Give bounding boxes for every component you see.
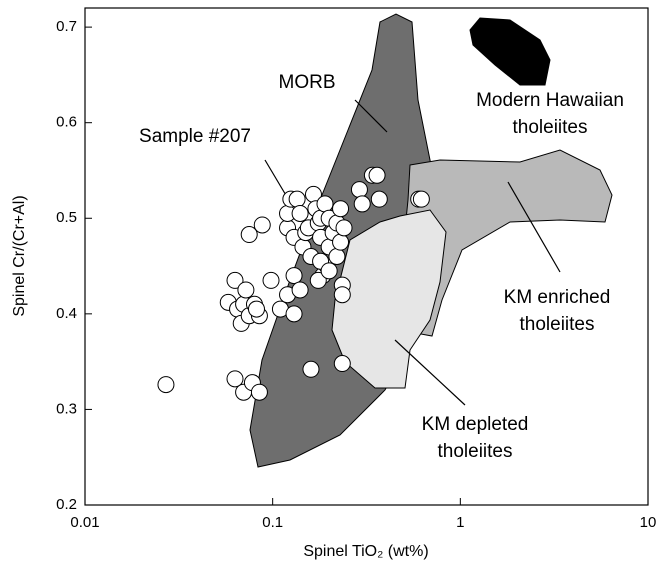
data-point bbox=[262, 271, 280, 289]
data-point bbox=[237, 281, 255, 299]
data-point bbox=[288, 190, 306, 208]
annotation: KM depleted bbox=[422, 414, 529, 435]
data-point bbox=[250, 383, 268, 401]
annotation: Sample #207 bbox=[139, 126, 251, 147]
y-tick-label: 0.2 bbox=[56, 496, 77, 513]
data-point bbox=[316, 195, 334, 213]
data-point bbox=[332, 200, 350, 218]
data-point bbox=[226, 271, 244, 289]
annotation: tholeiites bbox=[438, 441, 513, 462]
x-tick-label: 0.1 bbox=[262, 514, 283, 531]
data-point bbox=[291, 204, 309, 222]
data-point bbox=[328, 248, 346, 265]
data-point bbox=[247, 300, 265, 318]
x-axis-label: Spinel TiO₂ (wt%) bbox=[303, 543, 428, 560]
x-tick-label: 1 bbox=[456, 514, 464, 531]
leader-line bbox=[394, 339, 466, 406]
data-point bbox=[412, 190, 430, 208]
data-point bbox=[291, 281, 309, 299]
x-tick-label: 10 bbox=[640, 514, 657, 531]
annotation: Modern Hawaiian bbox=[476, 90, 624, 111]
data-point bbox=[370, 190, 388, 208]
annotation: KM enriched bbox=[504, 287, 611, 308]
data-point bbox=[253, 216, 271, 234]
data-point bbox=[157, 376, 175, 394]
data-point bbox=[350, 181, 368, 199]
x-tick-label: 0.01 bbox=[70, 514, 99, 531]
data-point bbox=[320, 262, 338, 280]
leaders bbox=[264, 99, 561, 406]
leader-line bbox=[354, 99, 388, 133]
data-point bbox=[332, 233, 350, 251]
y-axis-label: Spinel Cr/(Cr+Al) bbox=[11, 195, 28, 316]
annotation: tholeiites bbox=[520, 314, 595, 335]
hawaiian-field bbox=[469, 17, 551, 86]
data-point bbox=[285, 267, 303, 285]
data-point bbox=[333, 355, 351, 373]
data-point bbox=[285, 305, 303, 323]
data-point bbox=[302, 360, 320, 378]
annotation: tholeiites bbox=[513, 117, 588, 138]
data-point bbox=[240, 226, 258, 244]
data-point bbox=[368, 166, 386, 184]
annotation: MORB bbox=[279, 72, 336, 93]
data-point bbox=[309, 271, 327, 289]
data-point bbox=[333, 286, 351, 304]
data-point bbox=[226, 370, 244, 388]
data-point bbox=[335, 219, 353, 237]
y-tick-label: 0.3 bbox=[56, 400, 77, 417]
plot-frame bbox=[84, 7, 649, 506]
y-tick-label: 0.7 bbox=[56, 18, 77, 35]
y-tick-label: 0.4 bbox=[56, 305, 77, 322]
data-point bbox=[353, 195, 371, 213]
y-tick-label: 0.6 bbox=[56, 114, 77, 131]
leader-line bbox=[264, 159, 288, 198]
y-tick-label: 0.5 bbox=[56, 209, 77, 226]
leader-line bbox=[507, 181, 561, 273]
